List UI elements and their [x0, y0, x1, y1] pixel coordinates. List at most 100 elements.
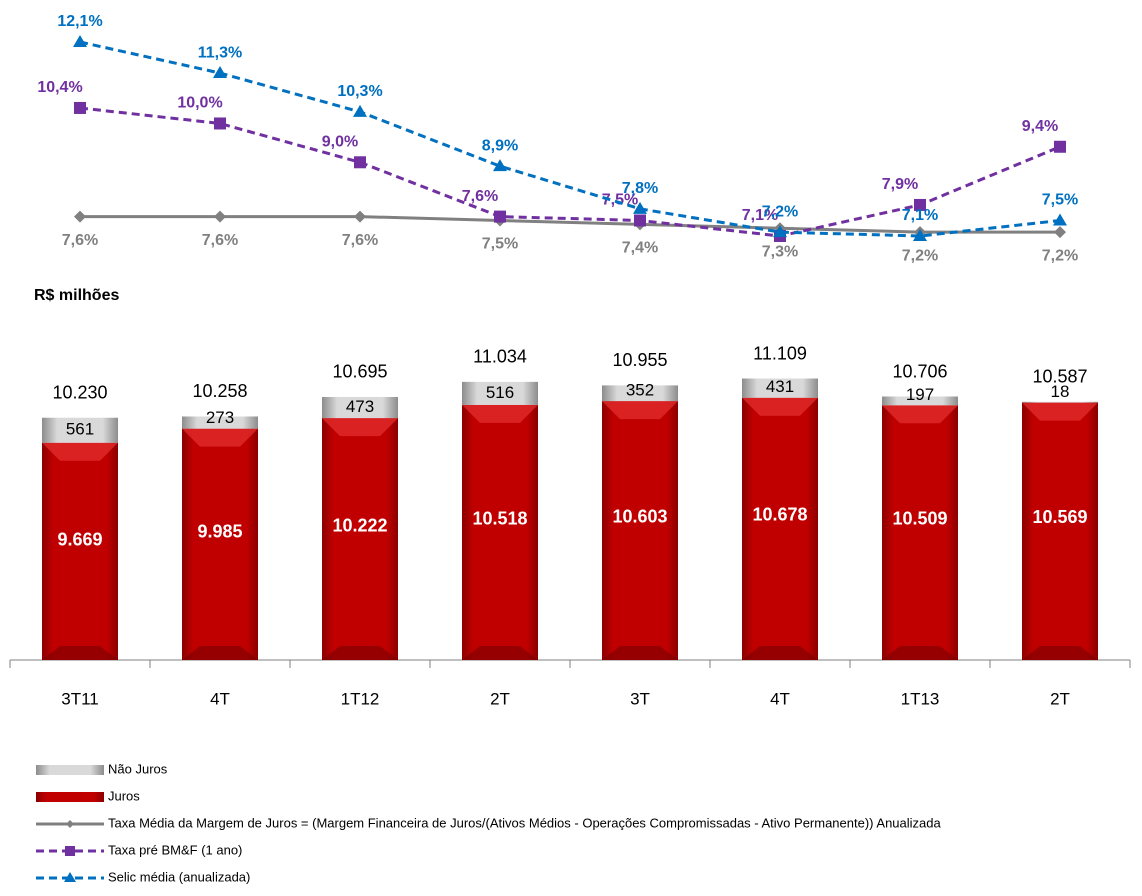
data-label: 7,9%: [882, 176, 918, 193]
x-tick-label: 4T: [770, 689, 790, 708]
bar: [42, 417, 118, 443]
data-label: 10.222: [332, 516, 387, 536]
data-label: 10.569: [1032, 507, 1087, 527]
bar: [462, 381, 538, 405]
data-label: 10.678: [752, 505, 807, 525]
marker: [214, 210, 226, 223]
total-label: 10.706: [892, 361, 947, 381]
marker: [1054, 140, 1066, 153]
bar-bevel: [182, 646, 258, 660]
marker: [913, 229, 927, 241]
total-label: 10.695: [332, 362, 387, 382]
data-label: 7,4%: [622, 240, 658, 257]
data-label: 12,1%: [57, 13, 102, 30]
data-label: 10,0%: [177, 95, 222, 112]
marker: [73, 35, 87, 47]
data-label: 9.669: [57, 529, 102, 549]
data-label: 7,6%: [202, 232, 238, 249]
data-label: 8,9%: [482, 137, 518, 154]
data-label: 7,2%: [1042, 247, 1078, 264]
bar-bevel: [182, 428, 258, 447]
data-label: 516: [486, 383, 514, 402]
legend-label: Taxa pré BM&F (1 ano): [108, 842, 242, 857]
x-tick-label: 1T13: [901, 689, 940, 708]
bar-bevel: [462, 646, 538, 660]
marker: [494, 210, 506, 223]
x-tick-label: 4T: [210, 689, 230, 708]
bar: [882, 396, 958, 406]
data-label: 7,2%: [902, 247, 938, 264]
data-label: 7,2%: [762, 203, 798, 220]
marker: [634, 214, 646, 227]
bar-bevel: [602, 646, 678, 660]
legend-label: Não Juros: [108, 761, 168, 776]
x-tick-label: 3T11: [61, 689, 99, 708]
marker: [214, 117, 226, 130]
marker: [493, 159, 507, 172]
marker: [1053, 213, 1067, 226]
data-label: 473: [346, 397, 374, 416]
data-label: 7,8%: [622, 180, 658, 197]
data-label: 9,4%: [1022, 118, 1058, 135]
data-label: 11,3%: [198, 44, 242, 61]
bar-bevel: [42, 646, 118, 660]
data-label: 7,3%: [762, 243, 798, 260]
legend-label: Juros: [108, 788, 140, 803]
legend-label: Taxa Média da Margem de Juros = (Margem …: [108, 815, 941, 830]
bar: [1022, 401, 1098, 403]
line: [80, 215, 1060, 234]
data-label: 7,1%: [742, 207, 778, 224]
bar-bevel: [882, 646, 958, 660]
marker: [773, 225, 787, 238]
marker: [213, 66, 227, 79]
total-label: 11.034: [473, 347, 527, 367]
bar-bevel: [322, 418, 398, 437]
data-label: 7,6%: [462, 188, 498, 205]
data-label: 10.603: [612, 506, 667, 526]
data-label: 7,1%: [902, 207, 938, 224]
total-label: 11.109: [753, 343, 807, 363]
y-label: R$ milhões: [34, 287, 119, 304]
bar-bevel: [1022, 646, 1098, 660]
legend-swatch: [36, 765, 104, 775]
legend-marker: [64, 872, 76, 882]
bar-bevel: [1022, 402, 1098, 421]
bar-bevel: [742, 397, 818, 416]
bar: [602, 385, 678, 402]
data-label: 352: [626, 381, 654, 400]
bar: [182, 416, 258, 429]
data-label: 9,0%: [322, 133, 358, 150]
marker: [354, 210, 366, 223]
data-label: 10,3%: [337, 83, 382, 100]
data-label: 7,6%: [62, 232, 98, 249]
data-label: 18: [1051, 382, 1070, 401]
legend-label: Selic média (anualizada): [108, 869, 250, 884]
data-label: 10.518: [472, 508, 527, 528]
x-tick-label: 1T12: [341, 689, 380, 708]
bar-bevel: [602, 401, 678, 420]
marker: [74, 101, 86, 114]
legend-swatch: [36, 792, 104, 802]
marker: [914, 198, 926, 211]
bar: [462, 404, 538, 660]
bar: [322, 396, 398, 419]
data-label: 7,5%: [482, 236, 518, 253]
bar-bevel: [462, 404, 538, 423]
marker: [354, 156, 366, 169]
data-label: 561: [66, 420, 94, 439]
data-label: 273: [206, 408, 234, 427]
legend-marker: [65, 846, 75, 856]
bar-bevel: [322, 646, 398, 660]
marker: [1054, 226, 1066, 239]
bar: [42, 442, 118, 660]
marker: [353, 104, 367, 117]
data-label: 10.509: [892, 509, 947, 529]
bar-bevel: [42, 442, 118, 461]
data-label: 9.985: [197, 522, 242, 542]
bar: [882, 405, 958, 660]
line: [79, 106, 1061, 238]
marker: [74, 210, 86, 223]
total-label: 10.587: [1032, 367, 1087, 387]
data-label: 7,6%: [342, 232, 378, 249]
